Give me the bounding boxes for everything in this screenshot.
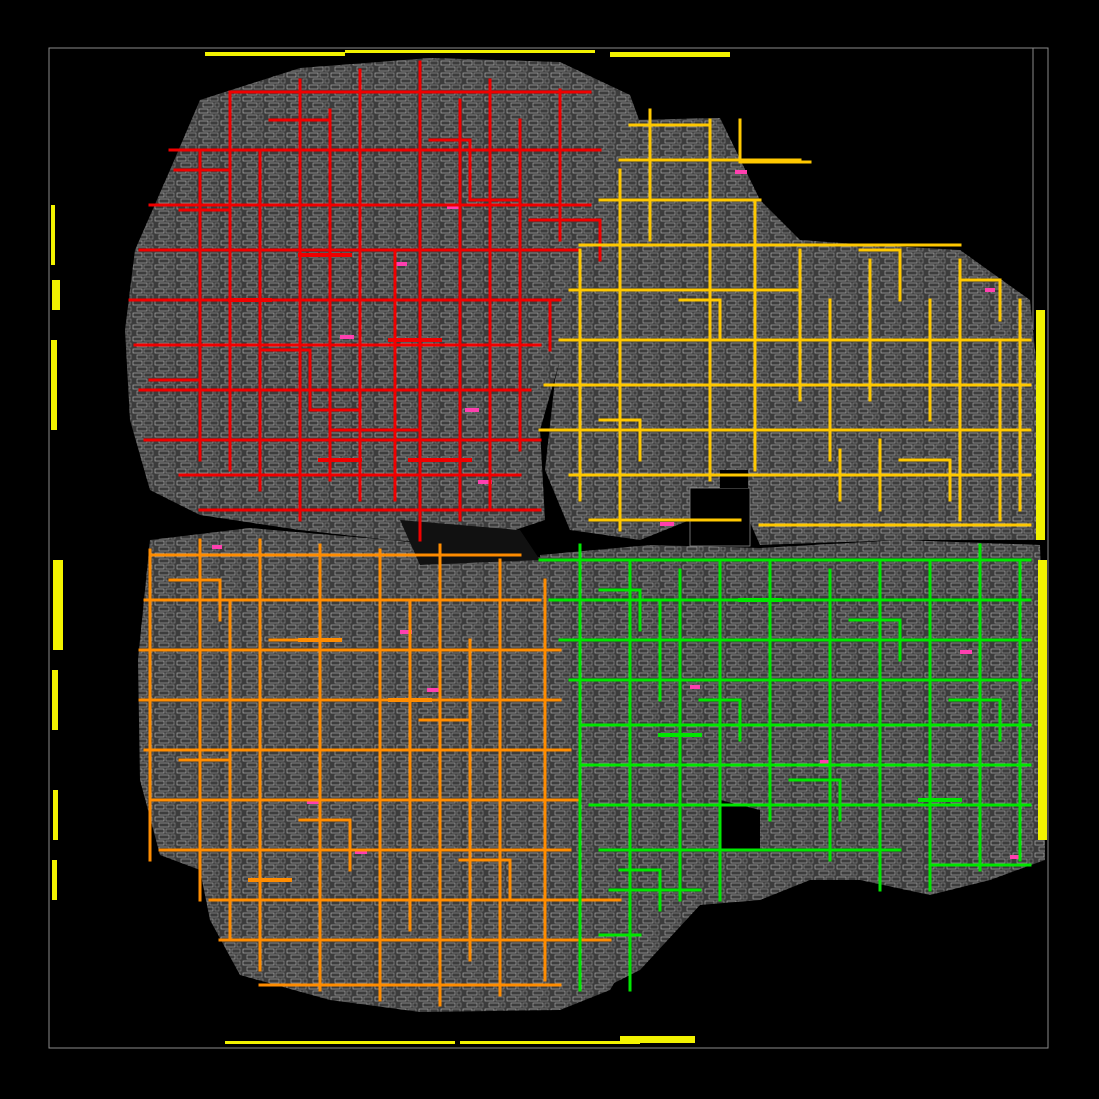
io-pin-row-bottom-c (620, 1036, 695, 1043)
highlighted-cell (400, 630, 412, 634)
io-pin-column-left-f (53, 790, 58, 840)
highlighted-cell (478, 480, 492, 484)
io-pin-row-top-c (610, 52, 730, 57)
io-pin-row-top-b (345, 50, 595, 53)
highlighted-cell (355, 850, 367, 854)
highlighted-cell (960, 650, 972, 654)
die-outline (48, 47, 1049, 1049)
empty-region (720, 800, 760, 850)
highlighted-cell (465, 408, 479, 412)
io-pin-column-left-b (52, 280, 60, 310)
io-pin-column-left-g (52, 860, 57, 900)
io-pin-column-left-d (53, 560, 63, 650)
empty-region (689, 487, 751, 547)
io-pin-row-bottom-b (460, 1041, 640, 1044)
io-pin-column-left-e (52, 670, 58, 730)
highlighted-cell (1010, 855, 1020, 859)
clock-tree-yellow[interactable] (538, 108, 1032, 532)
highlighted-cell (395, 262, 407, 266)
highlighted-cells (212, 170, 1020, 859)
io-pin-column-left-c (51, 340, 57, 430)
clock-tree-orange[interactable] (138, 538, 622, 1007)
io-pin-row-bottom-a (225, 1041, 455, 1044)
cell-region-top-right (545, 118, 1040, 545)
io-pin-column-left-a (51, 205, 55, 265)
highlighted-cell (340, 335, 354, 339)
highlighted-cell (820, 760, 830, 764)
highlighted-cell (307, 800, 319, 804)
highlighted-cell (735, 170, 747, 174)
highlighted-cell (447, 205, 461, 209)
clock-tree-red[interactable] (128, 60, 602, 542)
highlighted-cell (985, 288, 995, 292)
empty-region (720, 470, 748, 488)
highlighted-cell (690, 685, 700, 689)
highlighted-cell (660, 522, 674, 526)
io-pin-column-right-b (1038, 560, 1047, 840)
io-pins (51, 50, 1047, 1044)
io-pin-row-top-a (205, 52, 345, 56)
clock-tree-green[interactable] (538, 543, 1032, 992)
highlighted-cell (427, 688, 441, 692)
highlighted-cell (212, 545, 222, 549)
io-pin-column-right-a (1036, 310, 1045, 540)
